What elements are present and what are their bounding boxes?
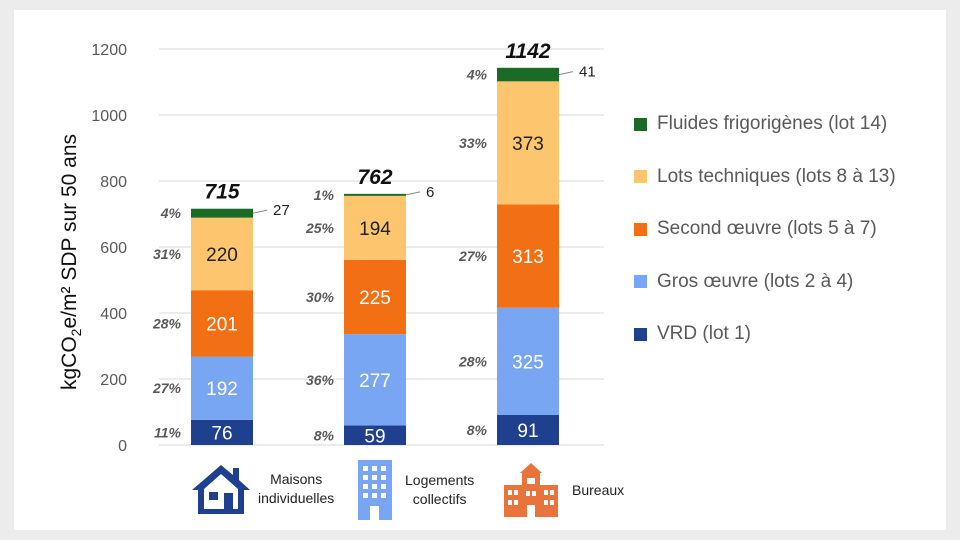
y-tick-label: 800 [100,174,127,191]
category-bureaux: Bureaux [500,461,624,519]
value-label: 277 [359,371,391,392]
percent-label: 36% [306,372,335,388]
value-label: 91 [517,421,538,442]
value-label: 225 [359,288,391,309]
value-label: 192 [206,379,238,400]
y-tick-label: 400 [100,306,127,323]
legend-item: Fluides frigorigènes (lot 14) [634,98,944,151]
percent-label: 28% [152,315,182,331]
value-label: 373 [512,134,544,155]
bar-segment [191,356,253,420]
category-label: Maisons individuelles [258,471,335,506]
legend-swatch [634,222,647,236]
legend-label: Fluides frigorigènes (lot 14) [657,113,888,135]
percent-label: 31% [153,246,182,262]
bar-segment [191,419,253,445]
y-tick-label: 1000 [91,108,127,125]
category-label: Bureaux [572,481,625,498]
value-label: 76 [211,423,232,444]
category-maisons: Maisons individuelles [190,462,334,516]
total-label: 1142 [505,40,550,63]
value-label: 6 [426,184,434,201]
bar-segment [497,307,559,415]
legend-item: VRD (lot 1) [634,308,944,361]
legend-label: Second œuvre (lots 5 à 7) [657,218,877,240]
bar-segment [191,208,253,218]
total-label: 715 [204,181,239,204]
percent-label: 27% [152,380,182,396]
bar-segment [344,425,406,445]
percent-label: 25% [305,220,335,236]
apartment-building-icon [358,460,392,520]
bar-segment [497,414,559,445]
value-label: 201 [206,314,238,335]
leader-line [405,191,421,196]
legend-label: Gros œuvre (lots 2 à 4) [657,270,854,292]
leader-line [252,209,268,214]
leader-line [558,71,574,76]
bar-segment [344,334,406,426]
chart-slide: 0 200 400 600 800 1000 1200 11% 76 27% 192 28% 201 3… [14,10,946,530]
legend-swatch [634,117,647,131]
percent-label: 4% [466,67,488,83]
percent-label: 33% [459,135,488,151]
bar-segment [344,193,406,196]
house-icon [192,465,250,514]
percent-label: 28% [458,353,488,369]
y-tick-label: 0 [118,438,127,455]
legend-swatch [634,275,647,289]
value-label: 59 [364,426,385,447]
office-building-icon [504,463,558,517]
category-label: Logements collectifs [405,472,475,507]
value-label: 27 [273,202,290,219]
value-label: 220 [206,245,238,266]
category-logements: Logements collectifs [355,458,474,522]
percent-label: 8% [314,427,335,443]
legend-label: VRD (lot 1) [657,323,751,345]
bar-segment [497,67,559,82]
percent-label: 8% [467,422,488,438]
y-tick-label: 200 [100,372,127,389]
chart-legend: Fluides frigorigènes (lot 14) Lots techni… [634,98,944,361]
legend-item: Lots techniques (lots 8 à 13) [634,151,944,204]
legend-label: Lots techniques (lots 8 à 13) [657,165,896,187]
total-label: 762 [357,166,392,189]
percent-label: 27% [458,248,488,264]
bar-segment [191,217,253,291]
bar-segment [344,259,406,335]
y-axis-label: kgCO2e/m² SDP sur 50 ans [58,134,84,390]
stacked-bar-chart: 0 200 400 600 800 1000 1200 11% 76 27% 192 28% 201 3… [58,40,604,455]
value-label: 194 [359,219,391,240]
percent-label: 30% [306,289,335,305]
bars [191,67,559,445]
bar-segment [497,81,559,205]
bar-labels: 11% 76 27% 192 28% 201 31% 220 4% 27 715 8% 59 36% 277… [152,40,596,447]
legend-swatch [634,170,647,184]
legend-item: Gros œuvre (lots 2 à 4) [634,256,944,309]
percent-label: 1% [314,187,335,203]
legend-swatch [634,327,647,341]
bar-segment [497,204,559,308]
value-label: 325 [512,352,544,373]
bar-segment [344,195,406,260]
value-label: 313 [512,247,544,268]
y-tick-label: 600 [100,240,127,257]
bar-segment [191,290,253,357]
y-tick-label: 1200 [91,42,127,59]
percent-label: 11% [154,424,182,440]
legend-item: Second œuvre (lots 5 à 7) [634,203,944,256]
y-axis-ticks: 0 200 400 600 800 1000 1200 [91,42,127,455]
value-label: 41 [579,64,596,81]
percent-label: 4% [160,205,182,221]
